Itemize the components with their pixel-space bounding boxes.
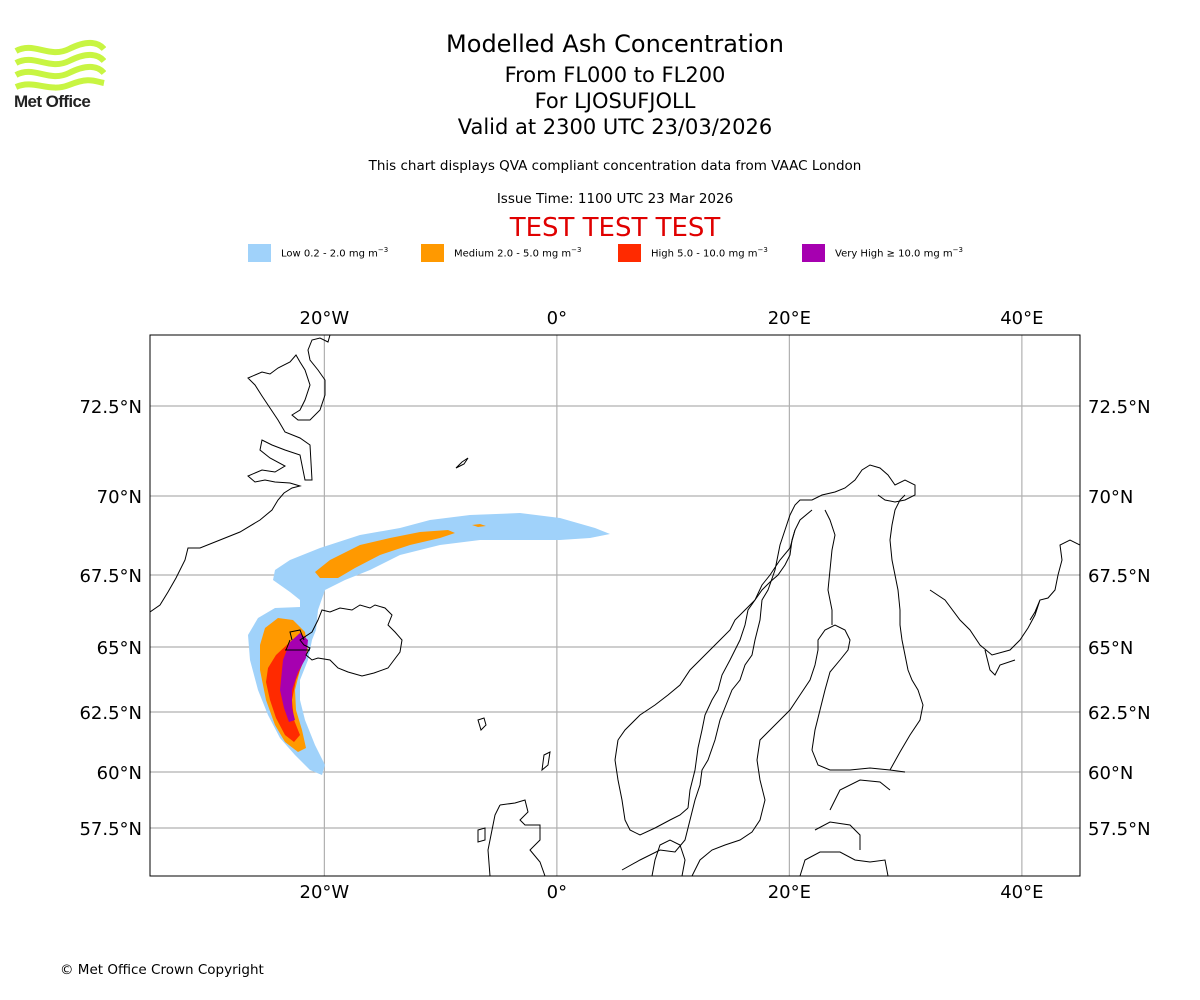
met-office-logo-icon xyxy=(14,40,106,91)
volcano-name: For LJOSUFJOLL xyxy=(534,89,696,113)
lat-label-left: 70°N xyxy=(97,487,142,508)
legend-swatch-high xyxy=(618,244,641,262)
lon-label-top: 20°E xyxy=(768,308,811,329)
legend-item-low: Low 0.2 - 2.0 mg m−3 xyxy=(248,244,388,262)
coast-greenland xyxy=(150,335,331,613)
lat-label-left: 62.5°N xyxy=(79,703,142,724)
legend-item-medium: Medium 2.0 - 5.0 mg m−3 xyxy=(421,244,581,262)
legend-label-very-high: Very High ≥ 10.0 mg m xyxy=(835,248,953,260)
coast-denmark xyxy=(651,839,686,876)
coast-sweden-finland-gulf xyxy=(691,624,906,876)
map-frame xyxy=(149,334,1081,877)
legend-swatch-low xyxy=(248,244,271,262)
lon-label-top: 40°E xyxy=(1000,308,1043,329)
coast-scotland xyxy=(477,799,546,876)
legend-label-high: High 5.0 - 10.0 mg m xyxy=(651,248,758,260)
legend-swatch-medium xyxy=(421,244,444,262)
chart-title: Modelled Ash Concentration xyxy=(446,30,784,58)
lat-label-right: 62.5°N xyxy=(1088,703,1151,724)
test-banner: TEST TEST TEST xyxy=(509,213,721,243)
lat-label-left: 60°N xyxy=(97,763,142,784)
lon-label-bottom: 20°W xyxy=(300,882,350,903)
coast-baltics xyxy=(799,779,891,876)
legend-item-high: High 5.0 - 10.0 mg m−3 xyxy=(618,244,768,262)
lon-label-bottom: 0° xyxy=(547,882,567,903)
legend-label-medium: Medium 2.0 - 5.0 mg m xyxy=(454,248,572,260)
coast-norway-south xyxy=(614,739,689,836)
coastlines xyxy=(150,335,1080,876)
legend-label-low: Low 0.2 - 2.0 mg m xyxy=(281,248,378,260)
coast-iceland-westfjords xyxy=(285,629,310,651)
legend-swatch-very-high xyxy=(802,244,825,262)
copyright: © Met Office Crown Copyright xyxy=(60,962,264,978)
lat-label-left: 65°N xyxy=(97,638,142,659)
lat-label-left: 72.5°N xyxy=(79,397,142,418)
flight-levels: From FL000 to FL200 xyxy=(504,63,726,87)
qva-note: This chart displays QVA compliant concen… xyxy=(368,158,862,174)
lat-label-right: 67.5°N xyxy=(1088,566,1151,587)
legend-item-very-high: Very High ≥ 10.0 mg m−3 xyxy=(802,244,963,262)
ash-medium-north-blob xyxy=(472,524,486,527)
lon-label-bottom: 40°E xyxy=(1000,882,1043,903)
graticule xyxy=(150,335,1080,876)
lat-label-right: 65°N xyxy=(1088,638,1133,659)
border-sweden-finland xyxy=(824,509,836,625)
coast-shetland xyxy=(541,751,551,772)
lon-label-top: 0° xyxy=(547,308,567,329)
valid-time: Valid at 2300 UTC 23/03/2026 xyxy=(457,115,773,139)
border-norway-sweden xyxy=(687,529,796,809)
lat-label-left: 57.5°N xyxy=(79,819,142,840)
coast-jan-mayen xyxy=(455,457,469,469)
lon-label-top: 20°W xyxy=(300,308,350,329)
ash-low-north-plume xyxy=(273,513,610,640)
ash-very-high-plume xyxy=(280,633,308,722)
lat-label-right: 57.5°N xyxy=(1088,819,1151,840)
issue-time: Issue Time: 1100 UTC 23 Mar 2026 xyxy=(496,191,734,207)
coast-norway xyxy=(617,464,916,871)
lon-label-bottom: 20°E xyxy=(768,882,811,903)
coast-white-sea xyxy=(929,539,1080,676)
coast-iceland xyxy=(299,604,403,677)
lat-label-left: 67.5°N xyxy=(79,566,142,587)
ash-medium-north-plume xyxy=(315,530,455,578)
lat-label-right: 70°N xyxy=(1088,487,1133,508)
coast-faroes xyxy=(477,717,487,731)
lat-label-right: 60°N xyxy=(1088,763,1133,784)
ash-layer xyxy=(248,513,610,775)
lat-label-right: 72.5°N xyxy=(1088,397,1151,418)
border-finland-russia xyxy=(889,494,924,771)
met-office-logo-text: Met Office xyxy=(14,92,91,111)
axis-labels: 20°W 20°W 0° 0° 20°E 20°E 40°E 40°E 72.5°N 72.5°N… xyxy=(79,308,1150,903)
